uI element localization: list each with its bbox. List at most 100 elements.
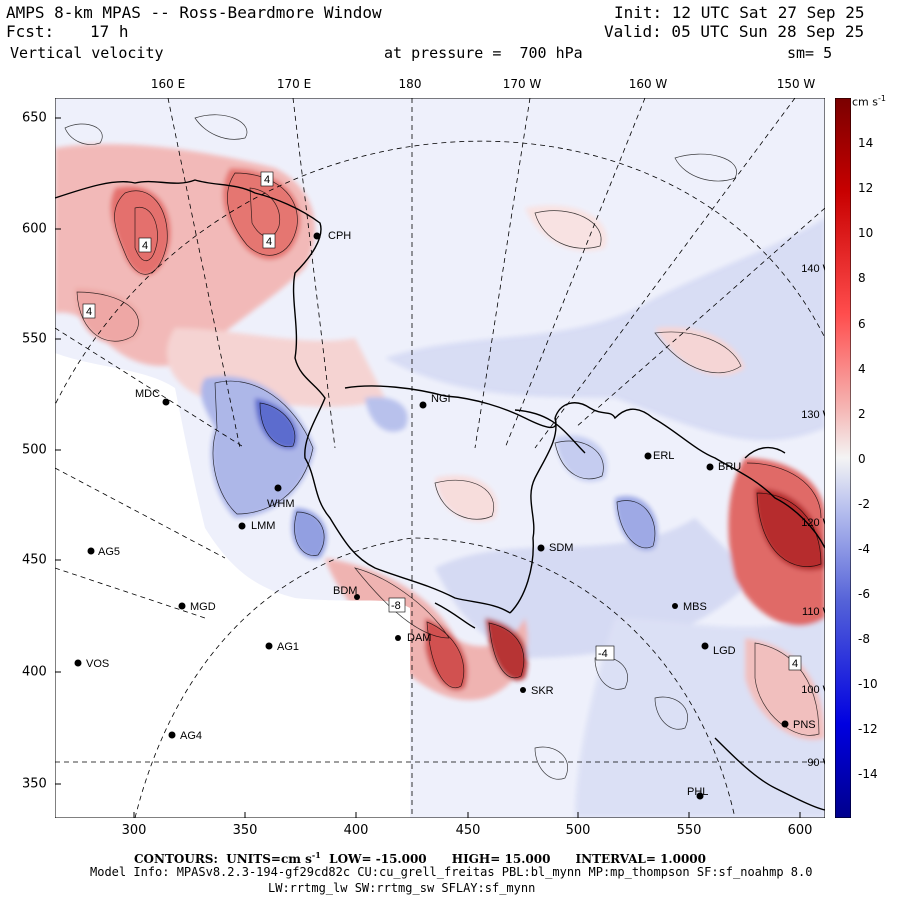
contour-label: -8 — [391, 600, 401, 612]
colorbar-label-12: 12 — [858, 181, 874, 195]
y-tick-500: 500 — [22, 442, 47, 458]
inner-lon-140w: 140 W — [801, 263, 825, 275]
station-label-whm: WHM — [267, 498, 295, 510]
colorbar-label-6: 6 — [858, 317, 866, 331]
station-dot-ngi — [419, 401, 427, 409]
colorbar-label-2: 2 — [858, 407, 866, 421]
valid-time: Valid: 05 UTC Sun 28 Sep 25 — [604, 22, 865, 41]
lon-label-150w: 150 W — [776, 77, 816, 91]
station-dot-lmm — [238, 522, 246, 530]
station-dot-vos — [74, 659, 82, 667]
y-tick-400: 400 — [22, 664, 47, 680]
station-dot-lgd — [701, 642, 709, 650]
station-label-ag1: AG1 — [277, 641, 299, 653]
colorbar-label-minus2: -2 — [858, 497, 870, 511]
x-tick-500: 500 — [565, 823, 591, 838]
contour-label-boxes: 4 4 4 4 -8 -4 4 — [82, 171, 802, 671]
station-label-ngi: NGI — [431, 393, 451, 405]
model-info: Model Info: MPASv8.2.3-194-gf29cd82c CU:… — [90, 865, 813, 879]
contour-label: 4 — [264, 174, 270, 186]
colorbar-label-4: 4 — [858, 362, 866, 376]
station-label-vos: VOS — [86, 658, 109, 670]
colorbar-label-minus12: -12 — [858, 722, 878, 736]
colorbar-label-10: 10 — [858, 226, 874, 240]
colorbar-label-minus8: -8 — [858, 632, 870, 646]
inner-lon-120w: 120 W — [801, 517, 825, 529]
station-dot-mgd — [178, 602, 186, 610]
x-tick-450: 450 — [455, 823, 481, 838]
x-tick-400: 400 — [343, 823, 369, 838]
station-dot-pns — [781, 720, 789, 728]
smoothing: sm= 5 — [787, 44, 833, 62]
field-name: Vertical velocity — [10, 44, 164, 62]
forecast-label: Fcst: — [6, 22, 55, 41]
field-shading — [55, 144, 825, 818]
station-label-bdm: BDM — [333, 585, 357, 597]
lon-label-160e: 160 E — [150, 77, 186, 91]
station-label-sdm: SDM — [549, 542, 573, 554]
contour-label: 4 — [792, 658, 798, 670]
station-dot-erl — [644, 452, 652, 460]
station-dot-whm — [274, 484, 282, 492]
contour-lines — [64, 114, 822, 780]
station-label-mdc: MDC — [135, 388, 160, 400]
station-dot-ag1 — [265, 642, 273, 650]
coastlines — [55, 179, 825, 811]
colorbar-unit: cm s-1 — [852, 94, 886, 109]
lat-lon-grid — [55, 98, 825, 818]
y-tick-600: 600 — [22, 221, 47, 237]
y-tick-350: 350 — [22, 776, 47, 792]
station-dot-bdm — [354, 594, 360, 600]
pressure-level: at pressure = 700 hPa — [384, 44, 583, 62]
colorbar-label-14: 14 — [858, 136, 874, 150]
station-label-bru: BRU — [718, 461, 741, 473]
station-label-pns: PNS — [793, 719, 816, 731]
axis-ticks — [55, 117, 801, 818]
colorbar-label-minus6: -6 — [858, 587, 870, 601]
inner-lon-130w: 130 W — [801, 409, 825, 421]
station-dot-mdc — [162, 398, 170, 406]
station-dot-phl — [696, 792, 704, 800]
colorbar-label-minus14: -14 — [858, 767, 878, 781]
station-dot-skr — [520, 687, 526, 693]
y-tick-650: 650 — [22, 110, 47, 126]
init-time: Init: 12 UTC Sat 27 Sep 25 — [614, 3, 865, 22]
colorbar-label-minus10: -10 — [858, 677, 878, 691]
station-label-phl: PHL — [687, 786, 708, 798]
x-tick-350: 350 — [232, 823, 258, 838]
station-dot-cph — [313, 232, 321, 240]
missing-data-region — [55, 353, 410, 818]
physics-info: LW:rrtmg_lw SW:rrtmg_sw SFLAY:sf_mynn — [268, 881, 536, 895]
stations: MDC CPH NGI WHM LMM AG5 SDM MGD AG1 VOS … — [74, 230, 816, 800]
x-tick-550: 550 — [676, 823, 702, 838]
station-dot-ag4 — [168, 731, 176, 739]
y-tick-550: 550 — [22, 331, 47, 347]
station-dot-dam — [395, 635, 401, 641]
station-label-cph: CPH — [328, 230, 351, 242]
contour-label: 4 — [86, 306, 92, 318]
station-dot-mbs — [672, 603, 678, 609]
lon-label-160w: 160 W — [628, 77, 668, 91]
contour-label: 4 — [266, 236, 272, 248]
station-label-lmm: LMM — [251, 520, 275, 532]
y-tick-450: 450 — [22, 552, 47, 568]
colorbar-label-0: 0 — [858, 452, 866, 466]
station-label-mgd: MGD — [190, 601, 216, 613]
station-label-ag4: AG4 — [180, 730, 202, 742]
station-dot-ag5 — [87, 547, 95, 555]
x-tick-600: 600 — [787, 823, 813, 838]
station-label-ag5: AG5 — [98, 546, 120, 558]
station-dot-bru — [706, 463, 714, 471]
contours-line: CONTOURS: UNITS=cm s-1 LOW= -15.000 HIGH… — [134, 850, 707, 866]
colorbar-label-8: 8 — [858, 271, 866, 285]
lon-label-180: 180 — [398, 77, 422, 91]
station-dot-sdm — [537, 544, 545, 552]
inner-lon-110w: 110 W — [802, 606, 825, 618]
station-label-lgd: LGD — [713, 645, 736, 657]
forecast-hour: 17 h — [90, 22, 129, 41]
station-label-dam: DAM — [407, 632, 431, 644]
contour-label: 4 — [142, 240, 148, 252]
inner-lon-90w: 90 W — [807, 757, 825, 769]
lon-label-170e: 170 E — [276, 77, 312, 91]
station-label-mbs: MBS — [683, 601, 707, 613]
